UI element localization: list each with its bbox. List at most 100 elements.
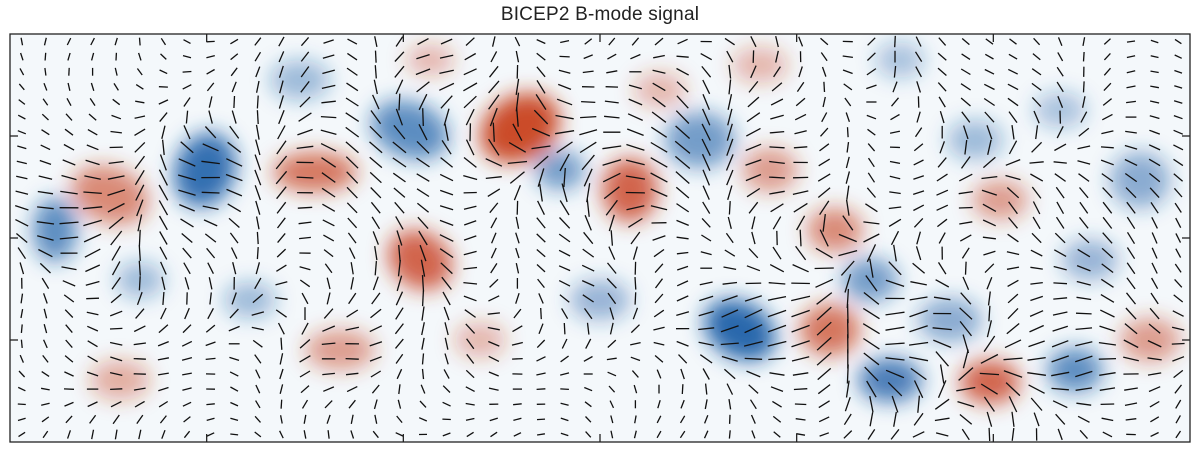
polarization-vector bbox=[43, 339, 48, 349]
polarization-vector bbox=[885, 369, 905, 379]
polarization-vector bbox=[492, 122, 495, 142]
polarization-vector bbox=[1006, 251, 1020, 256]
negative-signal-blob bbox=[371, 100, 449, 160]
polarization-vector bbox=[15, 219, 29, 227]
polarization-vector bbox=[490, 431, 498, 438]
polarization-vector bbox=[538, 323, 544, 335]
polarization-vector bbox=[1035, 125, 1039, 140]
polarization-vector bbox=[43, 82, 48, 91]
polarization-vector bbox=[912, 431, 925, 438]
polarization-vector bbox=[581, 154, 595, 171]
polarization-vector bbox=[769, 160, 785, 165]
polarization-vector bbox=[984, 68, 995, 75]
polarization-vector bbox=[185, 110, 189, 124]
polarization-vector bbox=[747, 96, 760, 108]
polarization-vector bbox=[700, 251, 712, 256]
polarization-vector bbox=[275, 155, 288, 170]
polarization-vector bbox=[863, 352, 880, 366]
polarization-vector bbox=[345, 156, 359, 169]
polarization-vector bbox=[182, 372, 192, 376]
polarization-vector bbox=[256, 247, 259, 260]
polarization-vector bbox=[795, 418, 806, 421]
positive-signal-blob bbox=[454, 322, 506, 358]
polarization-vector bbox=[913, 143, 924, 152]
polarization-vector bbox=[158, 400, 169, 408]
polarization-vector bbox=[536, 52, 546, 61]
polarization-vector bbox=[298, 221, 312, 225]
polarization-vector bbox=[138, 245, 141, 261]
polarization-vector bbox=[1125, 130, 1137, 134]
polarization-vector bbox=[581, 280, 595, 287]
polarization-vector bbox=[110, 230, 123, 246]
polarization-vector bbox=[62, 280, 76, 287]
polarization-vectors bbox=[14, 35, 1185, 442]
polarization-vector bbox=[869, 412, 874, 427]
polarization-vector bbox=[17, 386, 26, 392]
polarization-vector bbox=[135, 308, 145, 319]
polarization-vector bbox=[604, 100, 619, 104]
polarization-vector bbox=[226, 188, 243, 197]
polarization-vector bbox=[231, 292, 237, 305]
polarization-vector bbox=[536, 217, 546, 229]
negative-signal-blob bbox=[1062, 240, 1118, 280]
polarization-vector bbox=[536, 39, 546, 45]
polarization-vector bbox=[885, 357, 905, 361]
positive-signal-blob bbox=[960, 360, 1020, 404]
polarization-vector bbox=[584, 38, 593, 45]
polarization-vector bbox=[728, 201, 731, 215]
polarization-vector bbox=[181, 233, 193, 243]
polarization-vector bbox=[443, 108, 450, 126]
polarization-vector bbox=[703, 415, 709, 424]
polarization-vector bbox=[327, 430, 330, 439]
polarization-vector bbox=[634, 415, 637, 424]
polarization-vector bbox=[17, 114, 26, 120]
polarization-vector bbox=[1175, 217, 1182, 229]
polarization-vector bbox=[609, 307, 615, 320]
polarization-vector bbox=[913, 175, 925, 180]
polarization-vector bbox=[936, 204, 949, 211]
polarization-vector bbox=[1124, 172, 1138, 183]
polarization-vector bbox=[1102, 216, 1113, 229]
polarization-vector bbox=[556, 98, 573, 106]
polarization-vector bbox=[393, 124, 406, 140]
polarization-vector bbox=[1150, 85, 1160, 89]
polarization-vector bbox=[488, 371, 499, 377]
polarization-vector bbox=[634, 277, 637, 290]
polarization-vector bbox=[869, 258, 874, 278]
polarization-vector bbox=[885, 279, 905, 288]
polarization-vector bbox=[230, 38, 239, 45]
polarization-vector bbox=[961, 53, 971, 60]
polarization-vector bbox=[209, 292, 212, 305]
polarization-vector bbox=[863, 233, 880, 243]
polarization-vector bbox=[276, 186, 287, 200]
polarization-vector bbox=[135, 84, 144, 90]
polarization-vector bbox=[1078, 216, 1089, 229]
polarization-vector bbox=[159, 69, 168, 75]
polarization-vector bbox=[821, 66, 827, 77]
polarization-vector bbox=[935, 432, 949, 437]
polarization-vector bbox=[87, 401, 98, 408]
polarization-vector bbox=[725, 232, 734, 244]
polarization-vector bbox=[323, 386, 335, 392]
polarization-vector bbox=[111, 114, 122, 120]
polarization-vector bbox=[770, 98, 784, 106]
polarization-vector bbox=[867, 429, 876, 440]
polarization-vector bbox=[937, 67, 947, 76]
polarization-vector bbox=[346, 202, 358, 214]
polarization-vector bbox=[959, 173, 973, 182]
polarization-vector bbox=[937, 82, 947, 92]
polarization-vector bbox=[885, 342, 905, 346]
polarization-vector bbox=[749, 399, 757, 410]
polarization-vector bbox=[1151, 217, 1158, 229]
polarization-vector bbox=[531, 127, 551, 137]
polarization-vector bbox=[369, 171, 382, 184]
polarization-vector bbox=[1077, 160, 1091, 165]
polarization-vector bbox=[796, 215, 806, 231]
polarization-vector bbox=[913, 217, 924, 228]
polarization-vector bbox=[439, 82, 455, 91]
polarization-vector bbox=[85, 280, 100, 286]
polarization-vector bbox=[933, 296, 951, 301]
polarization-vector bbox=[748, 201, 759, 214]
polarization-vector bbox=[627, 113, 643, 121]
polarization-vector bbox=[157, 372, 169, 376]
